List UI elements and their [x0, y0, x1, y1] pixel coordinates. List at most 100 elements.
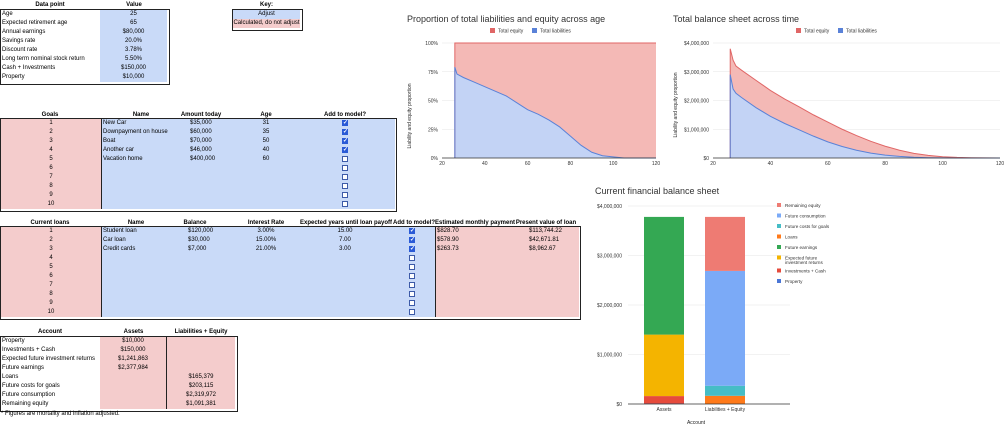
c3-legend-swatch	[777, 268, 781, 273]
chart1-liabilities-line	[454, 67, 656, 159]
loan-rate: 21.00%	[255, 246, 277, 252]
loan-add-checkbox[interactable]	[409, 245, 415, 252]
balance-liab: $203,115	[188, 383, 214, 389]
goal-add-checkbox[interactable]	[342, 156, 348, 162]
c3-legend-swatch	[777, 279, 781, 283]
c2-legend-equity: Total equity	[804, 29, 830, 35]
goal-add-checkbox[interactable]	[342, 128, 348, 135]
balance-account: Property	[2, 338, 25, 344]
goal-number: 5	[49, 156, 53, 162]
loan-years: 7.00	[339, 237, 351, 243]
input-value: 65	[130, 20, 137, 26]
goal-age: 40	[262, 147, 270, 153]
chart1-equity-line	[454, 42, 656, 158]
loan-name: Credit cards	[103, 246, 136, 252]
chart1-ylabel: Liability and equity proportion	[407, 83, 413, 148]
c2-xtick: 80	[882, 161, 888, 167]
c3-ytick: $3,000,000	[597, 254, 622, 260]
c3-legend-label: Expected future investment returns	[785, 256, 823, 266]
c2-ytick: $2,000,000	[684, 99, 709, 105]
c3-legend-swatch	[777, 255, 781, 260]
c2-ytick: $4,000,000	[684, 41, 709, 47]
c1-ytick: 75%	[428, 70, 439, 76]
c3-legend-label: Future costs for goals	[785, 224, 830, 229]
goal-add-checkbox[interactable]	[342, 119, 348, 126]
goal-name: Boat	[103, 138, 116, 144]
loan-pv: $113,744.22	[529, 228, 562, 234]
loan-rate: 15.00%	[255, 237, 277, 243]
c3-ytick: $0	[616, 402, 622, 408]
bar-segment-future-consumption	[705, 270, 745, 386]
goal-number: 2	[49, 129, 53, 135]
loans-header-years: Expected years until loan payoff	[299, 220, 393, 226]
loan-add-checkbox[interactable]	[409, 273, 415, 279]
loan-add-checkbox[interactable]	[409, 282, 415, 288]
goal-add-checkbox[interactable]	[342, 146, 348, 153]
input-label: Age	[2, 11, 13, 17]
loan-number: 8	[49, 291, 53, 297]
goal-add-checkbox[interactable]	[342, 165, 348, 171]
balance-border	[0, 336, 238, 412]
loan-number: 6	[49, 273, 53, 279]
goal-number: 6	[49, 165, 53, 171]
c3-legend-swatch	[777, 224, 781, 228]
balance-account: Remaining equity	[2, 401, 49, 407]
loan-add-checkbox[interactable]	[409, 255, 415, 261]
goal-number: 3	[49, 138, 53, 144]
key-calculated: Calculated, do not adjust	[233, 19, 300, 28]
c3-ytick: $2,000,000	[597, 303, 622, 309]
c2-legend-equity-swatch	[796, 28, 801, 33]
c2-ytick: $0	[703, 156, 709, 162]
goal-add-checkbox[interactable]	[342, 137, 348, 144]
chart1-title: Proportion of total liabilities and equi…	[407, 14, 606, 24]
balance-header-liab: Liabilities + Equity	[174, 329, 228, 335]
loan-add-checkbox[interactable]	[409, 291, 415, 297]
loan-add-checkbox[interactable]	[409, 309, 415, 315]
c1-xtick: 40	[482, 161, 488, 167]
loans-header-balance: Balance	[183, 220, 207, 226]
c3-legend-label: Future consumption	[785, 214, 826, 219]
loan-years: 15.00	[337, 228, 353, 234]
chart2-ylabel: Liability and equity proportion	[673, 72, 679, 137]
goals-header-age: Age	[260, 112, 272, 118]
goal-add-checkbox[interactable]	[342, 174, 348, 180]
loans-calculated-area	[435, 227, 579, 317]
balance-assets: $10,000	[122, 338, 144, 344]
goal-add-checkbox[interactable]	[342, 192, 348, 198]
c3-legend-label: Loans	[785, 235, 798, 240]
balance-header-assets: Assets	[123, 329, 144, 335]
balance-liab: $2,319,972	[185, 392, 217, 398]
c2-xtick: 20	[710, 161, 716, 167]
c1-legend-liab: Total liabilities	[540, 29, 571, 35]
loans-input-area	[101, 227, 436, 317]
loans-header-rate: Interest Rate	[247, 220, 285, 226]
inputs-header-value: Value	[126, 2, 142, 8]
key-adjust: Adjust	[233, 10, 300, 19]
goal-name: Vacation home	[103, 156, 143, 162]
input-value: 5.50%	[124, 56, 142, 62]
chart2-balance-time: Total equity Total liabilities 20 40 60 80 10…	[673, 28, 1004, 167]
loan-add-checkbox[interactable]	[409, 227, 415, 234]
balance-account: Investments + Cash	[2, 347, 56, 353]
goal-add-checkbox[interactable]	[342, 201, 348, 207]
loan-add-checkbox[interactable]	[409, 300, 415, 306]
loan-number: 2	[49, 237, 53, 243]
goal-add-checkbox[interactable]	[342, 183, 348, 189]
input-value: 3.78%	[124, 47, 142, 53]
loan-pv: $42,671.81	[529, 237, 560, 243]
bar-segment-future-costs-for-goals	[705, 385, 745, 396]
loan-balance: $120,000	[188, 228, 214, 234]
loans-header-current: Current loans	[30, 220, 70, 226]
loan-add-checkbox[interactable]	[409, 236, 415, 243]
goals-header-goals: Goals	[41, 112, 59, 118]
balance-liab: $165,379	[188, 374, 214, 380]
loans-header-pv: Present value of loan	[515, 220, 577, 226]
loan-number: 5	[49, 264, 53, 270]
goal-amount: $400,000	[190, 156, 216, 162]
loan-add-checkbox[interactable]	[409, 264, 415, 270]
chart3-legend: Remaining equity Future consumption Future…	[777, 203, 830, 284]
balance-assets: $150,000	[120, 347, 146, 353]
balance-assets: $1,241,863	[117, 356, 149, 362]
chart3-title: Current financial balance sheet	[595, 186, 720, 196]
loan-payment: $828.70	[437, 228, 459, 234]
